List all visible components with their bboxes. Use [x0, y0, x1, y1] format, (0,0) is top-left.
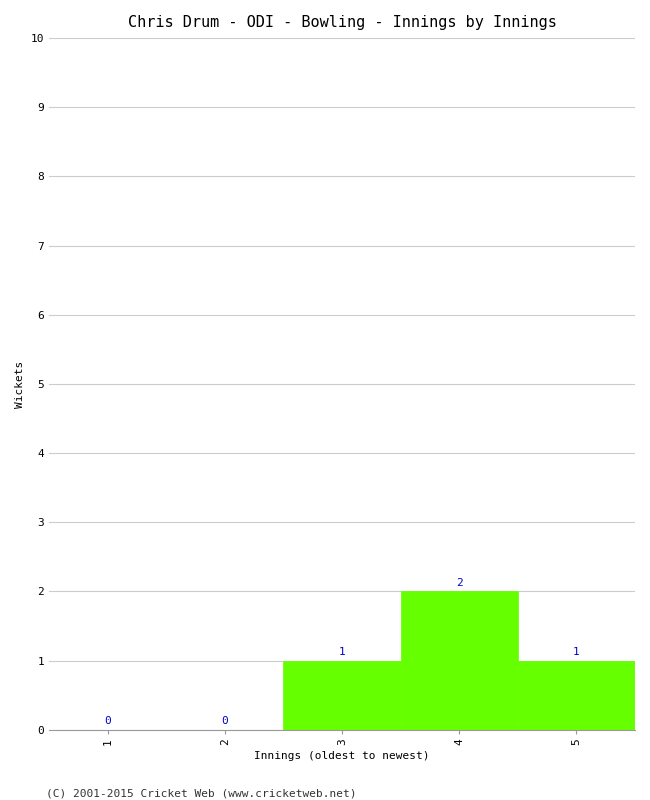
Text: (C) 2001-2015 Cricket Web (www.cricketweb.net): (C) 2001-2015 Cricket Web (www.cricketwe…: [46, 788, 356, 798]
Y-axis label: Wickets: Wickets: [15, 360, 25, 407]
X-axis label: Innings (oldest to newest): Innings (oldest to newest): [254, 751, 430, 761]
Text: 0: 0: [104, 716, 111, 726]
Title: Chris Drum - ODI - Bowling - Innings by Innings: Chris Drum - ODI - Bowling - Innings by …: [127, 15, 556, 30]
Bar: [518, 661, 635, 730]
Text: 1: 1: [339, 647, 345, 657]
Bar: [400, 591, 518, 730]
Text: 0: 0: [222, 716, 228, 726]
Text: 2: 2: [456, 578, 463, 588]
Bar: [283, 661, 400, 730]
Text: 1: 1: [573, 647, 580, 657]
